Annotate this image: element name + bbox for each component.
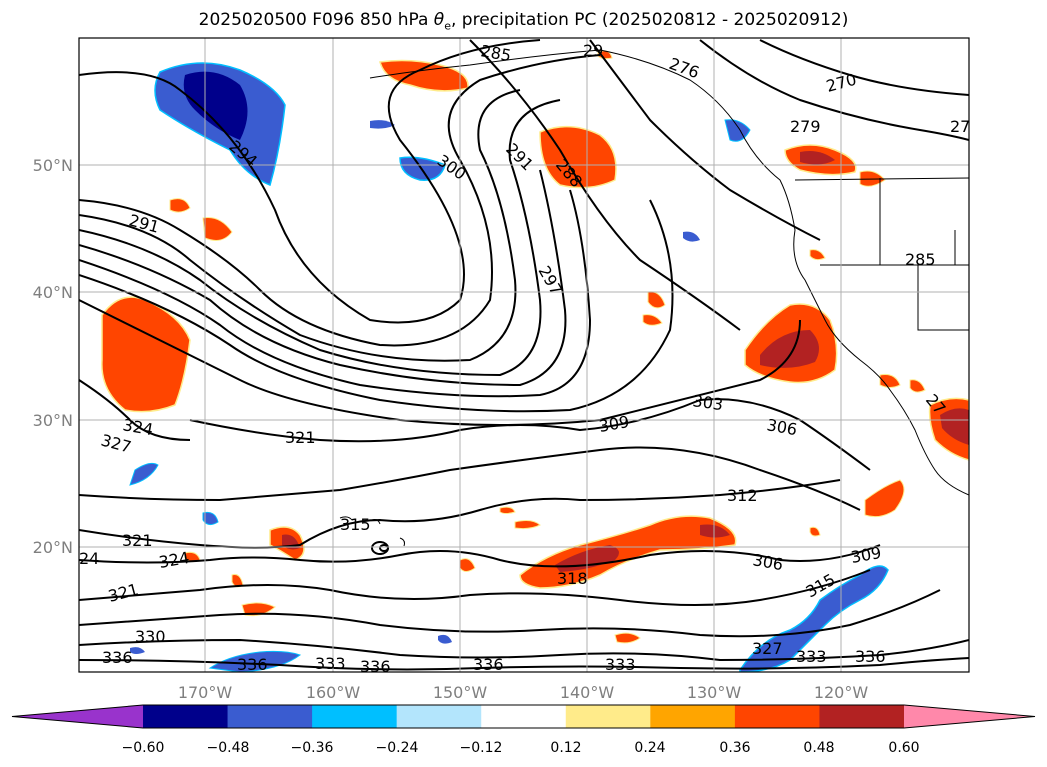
latitude-labels: 50°N 40°N 30°N 20°N (33, 156, 73, 557)
colorbar-segment (734, 705, 820, 728)
contour-label: 336 (855, 647, 886, 666)
contour-label: 24 (79, 549, 99, 568)
coastlines (339, 49, 969, 547)
contour-label: 321 (285, 428, 316, 447)
contour-label: 315 (340, 515, 371, 534)
contour-label: 312 (727, 486, 758, 505)
colorbar-tick-label: −0.24 (376, 740, 419, 756)
contour-label: 327 (752, 639, 783, 658)
contour-label: 27 (950, 117, 970, 136)
theta-e-contours (79, 39, 969, 671)
contour-label: 321 (122, 531, 153, 550)
colorbar-tick-label: −0.60 (122, 740, 165, 756)
colorbar-segment (312, 705, 398, 728)
contour-label: 333 (605, 655, 636, 674)
contour-label: 333 (796, 647, 827, 666)
contour-label: 333 (315, 654, 346, 673)
precip-positive (101, 50, 969, 644)
lat-label: 40°N (33, 283, 73, 302)
contour-label: 279 (790, 117, 821, 136)
contour-label: 285 (905, 250, 936, 269)
lon-label: 160°W (306, 683, 361, 702)
contour-label: 29 (583, 41, 603, 60)
colorbar-tick-labels: −0.60 −0.48 −0.36 −0.24 −0.12 0.12 0.24 … (122, 740, 920, 756)
lat-label: 20°N (33, 538, 73, 557)
colorbar-tick-label: 0.12 (550, 740, 581, 756)
contour-label: 336 (102, 648, 133, 667)
colorbar-segment (819, 705, 905, 728)
lon-label: 120°W (814, 683, 869, 702)
longitude-labels: 170°W 160°W 150°W 140°W 130°W 120°W (178, 683, 869, 702)
colorbar-tick-label: 0.36 (719, 740, 750, 756)
colorbar-outline (11, 704, 1036, 729)
lon-label: 140°W (560, 683, 615, 702)
colorbar-segment (481, 705, 567, 728)
colorbar-tick-label: 0.24 (634, 740, 665, 756)
map-panel: 285 29 276 270 27 279 294 300 291 288 29… (79, 38, 970, 676)
graticule (79, 38, 969, 672)
contour-label: 318 (557, 569, 588, 588)
lon-label: 150°W (433, 683, 488, 702)
colorbar (11, 704, 1036, 729)
lon-label: 170°W (178, 683, 233, 702)
colorbar-tick-label: 0.60 (888, 740, 919, 756)
lon-label: 130°W (687, 683, 742, 702)
colorbar-tick-label: 0.48 (803, 740, 834, 756)
colorbar-extend-min (12, 705, 143, 728)
contour-label: 330 (135, 627, 166, 646)
contour-label: 336 (473, 655, 504, 674)
colorbar-segment (227, 705, 313, 728)
colorbar-segment (650, 705, 736, 728)
contour-label: 336 (360, 657, 391, 676)
colorbar-tick-label: −0.48 (207, 740, 250, 756)
lat-label: 50°N (33, 156, 73, 175)
contour-label: 336 (237, 655, 268, 674)
lat-label: 30°N (33, 411, 73, 430)
contour-label: 303 (691, 391, 724, 414)
map-frame (78, 37, 970, 673)
colorbar-segment (565, 705, 651, 728)
colorbar-extend-max (904, 705, 1035, 728)
precip-negative (129, 62, 889, 672)
colorbar-segment (396, 705, 482, 728)
map-title: 2025020500 F096 850 hPa θe, precipitatio… (198, 10, 849, 33)
colorbar-segment (143, 705, 229, 728)
colorbar-tick-label: −0.36 (291, 740, 334, 756)
colorbar-tick-label: −0.12 (460, 740, 503, 756)
